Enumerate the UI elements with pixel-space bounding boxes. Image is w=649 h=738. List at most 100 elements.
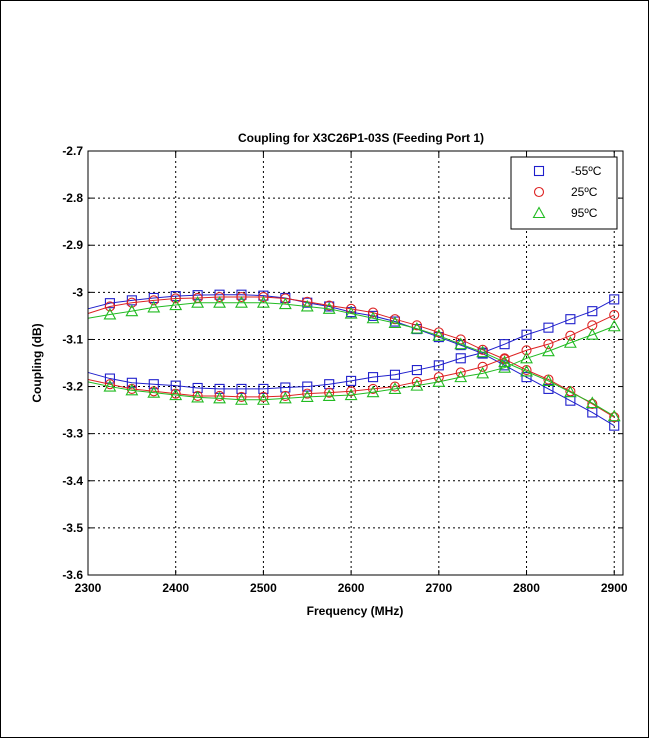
data-point [258, 291, 269, 303]
data-point [322, 389, 336, 402]
data-point [389, 369, 401, 380]
x-tick-label: 2500 [250, 581, 277, 595]
data-point [278, 391, 292, 404]
data-point [258, 391, 269, 402]
data-point [256, 296, 270, 308]
data-point [521, 345, 532, 356]
data-point [103, 379, 117, 392]
data-point [213, 391, 226, 404]
x-tick-label: 2900 [601, 581, 628, 595]
data-point [367, 310, 379, 321]
data-point [344, 388, 358, 401]
data-point [126, 377, 137, 388]
data-point [520, 351, 533, 364]
data-point [346, 386, 357, 397]
data-point [563, 385, 577, 398]
data-point [300, 299, 314, 312]
legend-marker [533, 186, 545, 198]
x-tick-label: 2300 [75, 581, 102, 595]
data-point [542, 374, 555, 386]
data-point [103, 307, 117, 320]
data-point [477, 344, 488, 355]
data-point [585, 328, 599, 340]
data-point [148, 379, 159, 390]
data-point [609, 412, 620, 423]
data-point [543, 322, 554, 333]
data-point [410, 378, 424, 391]
legend: -55ºC 25ºC 95ºC [510, 156, 618, 230]
data-point [236, 391, 247, 402]
y-tick-label: -2.8 [62, 191, 83, 205]
data-point [542, 344, 555, 357]
legend-marker [532, 206, 546, 219]
data-point [324, 300, 335, 311]
legend-box [510, 156, 618, 230]
chart-title: Coupling for X3C26P1-03S (Feeding Port 1… [238, 131, 484, 145]
plot-area-frame [87, 150, 624, 576]
data-point [585, 396, 599, 409]
data-point [170, 293, 181, 304]
series-line [87, 314, 615, 398]
data-point [609, 309, 620, 320]
data-point [280, 293, 291, 304]
legend-entry: 25ºC [571, 185, 598, 199]
data-point [169, 388, 183, 401]
series-layer [87, 289, 621, 431]
data-point [346, 375, 357, 386]
data-point [609, 294, 620, 305]
data-point [235, 296, 248, 308]
data-point [411, 320, 422, 331]
y-tick-label: -3.1 [62, 332, 83, 346]
data-point [235, 393, 248, 405]
data-point [521, 372, 532, 383]
data-point [454, 370, 468, 383]
data-point [455, 353, 466, 364]
data-point [367, 372, 379, 383]
data-point [476, 366, 490, 379]
data-point [126, 297, 137, 308]
data-point [455, 340, 466, 351]
legend-entry: 95ºC [571, 206, 598, 220]
data-point [607, 409, 621, 422]
x-tick-label: 2600 [338, 581, 365, 595]
series-2 [87, 296, 621, 422]
data-point [454, 337, 468, 350]
data-point [476, 345, 490, 358]
data-point [477, 361, 488, 372]
data-point [148, 295, 159, 306]
data-point [322, 302, 336, 314]
data-point [432, 329, 446, 341]
series-line [87, 298, 615, 390]
data-point [607, 319, 621, 332]
data-point [499, 339, 510, 350]
data-point [214, 291, 225, 303]
y-tick-label: -2.7 [62, 144, 83, 158]
data-point [366, 311, 380, 324]
series-line [87, 302, 615, 417]
data-point [147, 386, 161, 398]
x-tick-label: 2400 [162, 581, 189, 595]
data-point [411, 376, 422, 387]
x-axis-label: Frequency (MHz) [307, 604, 404, 618]
data-point [565, 314, 576, 325]
x-tick-label: 2700 [425, 581, 452, 595]
data-point [389, 314, 401, 325]
data-point [214, 390, 225, 402]
data-point [125, 383, 139, 396]
data-point [366, 385, 380, 398]
data-point [587, 306, 598, 317]
legend-marker [533, 165, 545, 177]
data-point [587, 398, 598, 410]
y-axis-label: Coupling (dB) [30, 323, 44, 402]
data-point [104, 301, 115, 312]
data-point [389, 381, 401, 392]
y-tick-label: -3 [72, 285, 83, 299]
series-line [87, 325, 615, 401]
data-point [191, 296, 205, 308]
data-point [236, 289, 247, 300]
data-point [388, 316, 402, 329]
tick-layer: 2300 2400 2500 2600 2700 2800 2900 -2.7 -2.8 -2.9… [62, 144, 628, 595]
data-point [410, 321, 424, 334]
